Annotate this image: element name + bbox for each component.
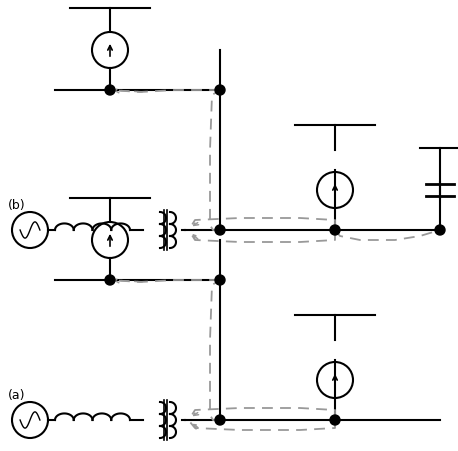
Circle shape	[105, 85, 115, 95]
Circle shape	[330, 415, 340, 425]
Circle shape	[330, 225, 340, 235]
Circle shape	[435, 225, 445, 235]
Circle shape	[215, 415, 225, 425]
Circle shape	[215, 85, 225, 95]
Circle shape	[215, 275, 225, 285]
Circle shape	[105, 275, 115, 285]
Circle shape	[215, 225, 225, 235]
Text: (b): (b)	[8, 198, 26, 212]
Text: (a): (a)	[8, 388, 26, 401]
